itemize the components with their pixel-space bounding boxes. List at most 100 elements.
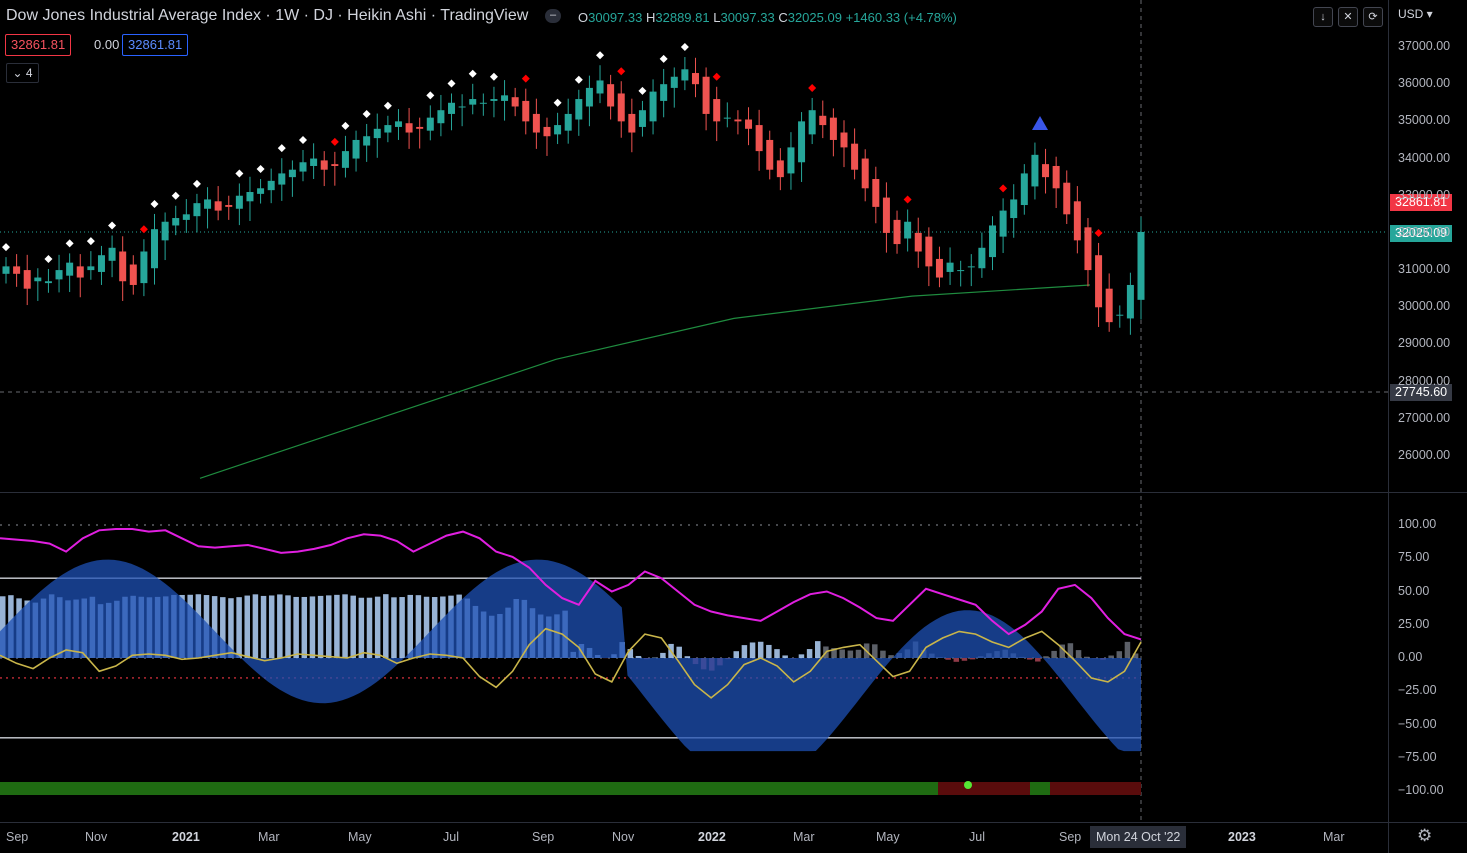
candle-body [925,236,933,267]
scroll-down-icon[interactable]: ↓ [1313,7,1333,27]
refresh-icon[interactable]: ⟳ [1363,7,1383,27]
candle-body [1031,154,1039,187]
last-price-tag: 32025.09 [1390,225,1453,242]
candle-body [543,126,551,137]
signal-diamond-red [712,72,721,81]
candle-body [851,143,859,170]
time-axis-label: 2021 [172,830,200,844]
gear-icon[interactable]: ⚙ [1417,826,1433,845]
symbol-title[interactable]: Dow Jones Industrial Average Index · 1W … [6,7,529,24]
histogram-bar [660,652,666,658]
signal-diamond [86,237,95,246]
indicator-input-3[interactable]: 32861.81 [122,34,189,56]
moving-average-line [199,284,1091,479]
signal-diamond [65,239,74,248]
indicator-input-1[interactable]: 32861.81 [5,34,72,56]
candle-body [575,99,583,120]
time-axis-label: 2022 [698,830,726,844]
status-bar-green [1030,782,1050,795]
candle-body [681,69,689,81]
signal-diamond [256,164,265,173]
oscillator-pane[interactable] [0,524,1142,795]
histogram-bar [847,650,854,658]
candle-body [55,270,63,280]
candle-body [755,125,763,152]
histogram-bar [872,644,878,658]
candle-body [861,158,869,189]
histogram-bar [301,596,308,658]
candle-body [1126,284,1134,319]
osc-axis-label: −50.00 [1398,716,1437,731]
candle-body [76,266,84,278]
histogram-bar [1026,658,1033,660]
histogram-bar [953,658,960,662]
histogram-bar [635,655,642,658]
candle-body [490,99,498,101]
price-axis-label: 31000.00 [1398,262,1451,277]
histogram-bar [1043,656,1049,658]
candle-body [638,110,646,127]
candle-body [1063,182,1071,215]
signal-diamond [638,86,647,95]
candle-body [978,247,986,269]
histogram-bar [391,597,397,658]
ohlc-change: +1460.33 (+4.78%) [845,10,957,25]
time-axis-label: May [348,830,372,844]
histogram-bar [1059,644,1065,658]
candle-body [723,117,731,119]
ohlc-close-value: 32025.09 [787,10,842,25]
histogram-bar [969,658,976,660]
time-axis-label: Sep [532,830,555,844]
candle-body [585,87,593,107]
currency-selector[interactable]: USD ▾ [1398,7,1433,21]
signal-diamond-red [808,83,817,92]
candle-body [394,121,402,127]
price-pane[interactable] [0,0,1388,822]
histogram-bar [676,646,682,658]
histogram-bar [1067,643,1074,658]
currency-label: USD [1398,7,1424,21]
triangle-marker [1032,116,1048,130]
ohlc-close-key: C [778,10,788,25]
pane-separator[interactable] [0,492,1467,493]
close-icon[interactable]: ✕ [1338,7,1358,27]
chart-pane[interactable] [0,0,1388,822]
histogram-bar [888,655,894,658]
histogram-bar [782,655,788,658]
candle-body [225,205,233,207]
price-axis-label: 27000.00 [1398,410,1451,425]
signal-diamond [574,75,583,84]
candle-body [426,117,434,131]
price-axis-label: 29000.00 [1398,336,1451,351]
candle-body [448,102,456,114]
histogram-bar [293,596,299,658]
histogram-bar [1116,651,1123,658]
histogram-bar [285,595,291,658]
candle-body [341,151,349,168]
candle-body [554,125,562,135]
osc-axis-label: −100.00 [1398,783,1444,797]
signal-diamond [362,109,371,118]
ohlc-high-key: H [645,10,656,25]
osc-axis-label: 100.00 [1398,517,1437,531]
candle-body [193,203,201,217]
signal-diamond [659,54,668,63]
candle-body [904,221,912,239]
histogram-bar [831,648,837,658]
signal-diamond-red [330,137,339,146]
candle-body [649,91,657,122]
time-axis-label: Nov [85,830,108,844]
histogram-bar [220,597,226,658]
candle-body [1105,288,1113,323]
candle-body [172,218,180,226]
crosshair-price-tag: 27745.60 [1390,384,1453,401]
collapse-legend-button[interactable]: – [545,9,561,23]
indicators-legend-toggle[interactable]: ⌄ 4 [6,63,39,83]
signal-diamond [341,121,350,130]
histogram-bar [961,658,968,661]
histogram-bar [627,649,634,658]
time-axis-label: Mar [793,830,815,844]
candle-body [511,97,519,107]
signal-diamond [680,43,689,52]
indicator-count: 4 [25,66,33,80]
